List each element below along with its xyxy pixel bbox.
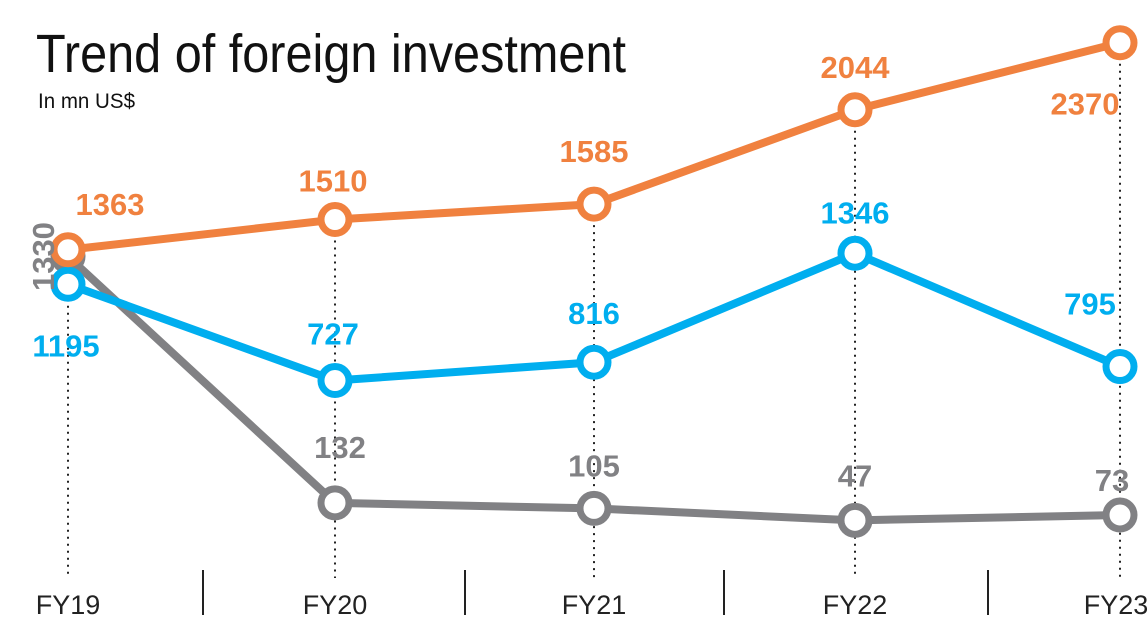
data-label-gray: 132 <box>314 430 366 465</box>
data-label-blue: 1195 <box>32 328 99 363</box>
x-tick-label: FY22 <box>823 590 888 620</box>
data-label-gray: 105 <box>568 448 620 483</box>
data-point-gray <box>1102 497 1138 533</box>
data-point-orange <box>837 92 873 128</box>
data-label-orange: 1585 <box>560 134 629 169</box>
data-label-orange: 2370 <box>1051 87 1120 122</box>
data-point-blue <box>1102 349 1138 385</box>
data-point-orange <box>576 186 612 222</box>
data-label-blue: 816 <box>568 296 620 331</box>
chart-subtitle: In mn US$ <box>38 90 135 113</box>
data-label-orange: 2044 <box>821 50 891 85</box>
data-point-blue <box>576 344 612 380</box>
data-point-gray <box>576 490 612 526</box>
data-label-orange: 1363 <box>76 187 145 222</box>
data-point-orange <box>50 232 86 268</box>
data-point-orange <box>1102 25 1138 61</box>
data-label-orange: 1510 <box>299 164 368 199</box>
x-tick-label: FY21 <box>562 590 627 620</box>
data-point-blue <box>317 363 353 399</box>
data-point-gray <box>837 502 873 538</box>
chart-title: Trend of foreign investment <box>36 24 626 84</box>
x-tick-label: FY23 <box>1084 590 1147 620</box>
data-label-blue: 1346 <box>821 195 890 230</box>
data-point-orange <box>317 202 353 238</box>
x-tick-label: FY20 <box>303 590 368 620</box>
data-label-blue: 727 <box>307 317 359 352</box>
data-label-blue: 795 <box>1064 287 1116 322</box>
data-label-gray: 1330 <box>26 222 61 291</box>
data-point-gray <box>317 485 353 521</box>
data-label-gray: 47 <box>838 458 872 493</box>
data-label-gray: 73 <box>1095 463 1129 498</box>
x-tick-label: FY19 <box>36 590 101 620</box>
data-point-blue <box>837 235 873 271</box>
data-point-blue <box>50 266 86 302</box>
